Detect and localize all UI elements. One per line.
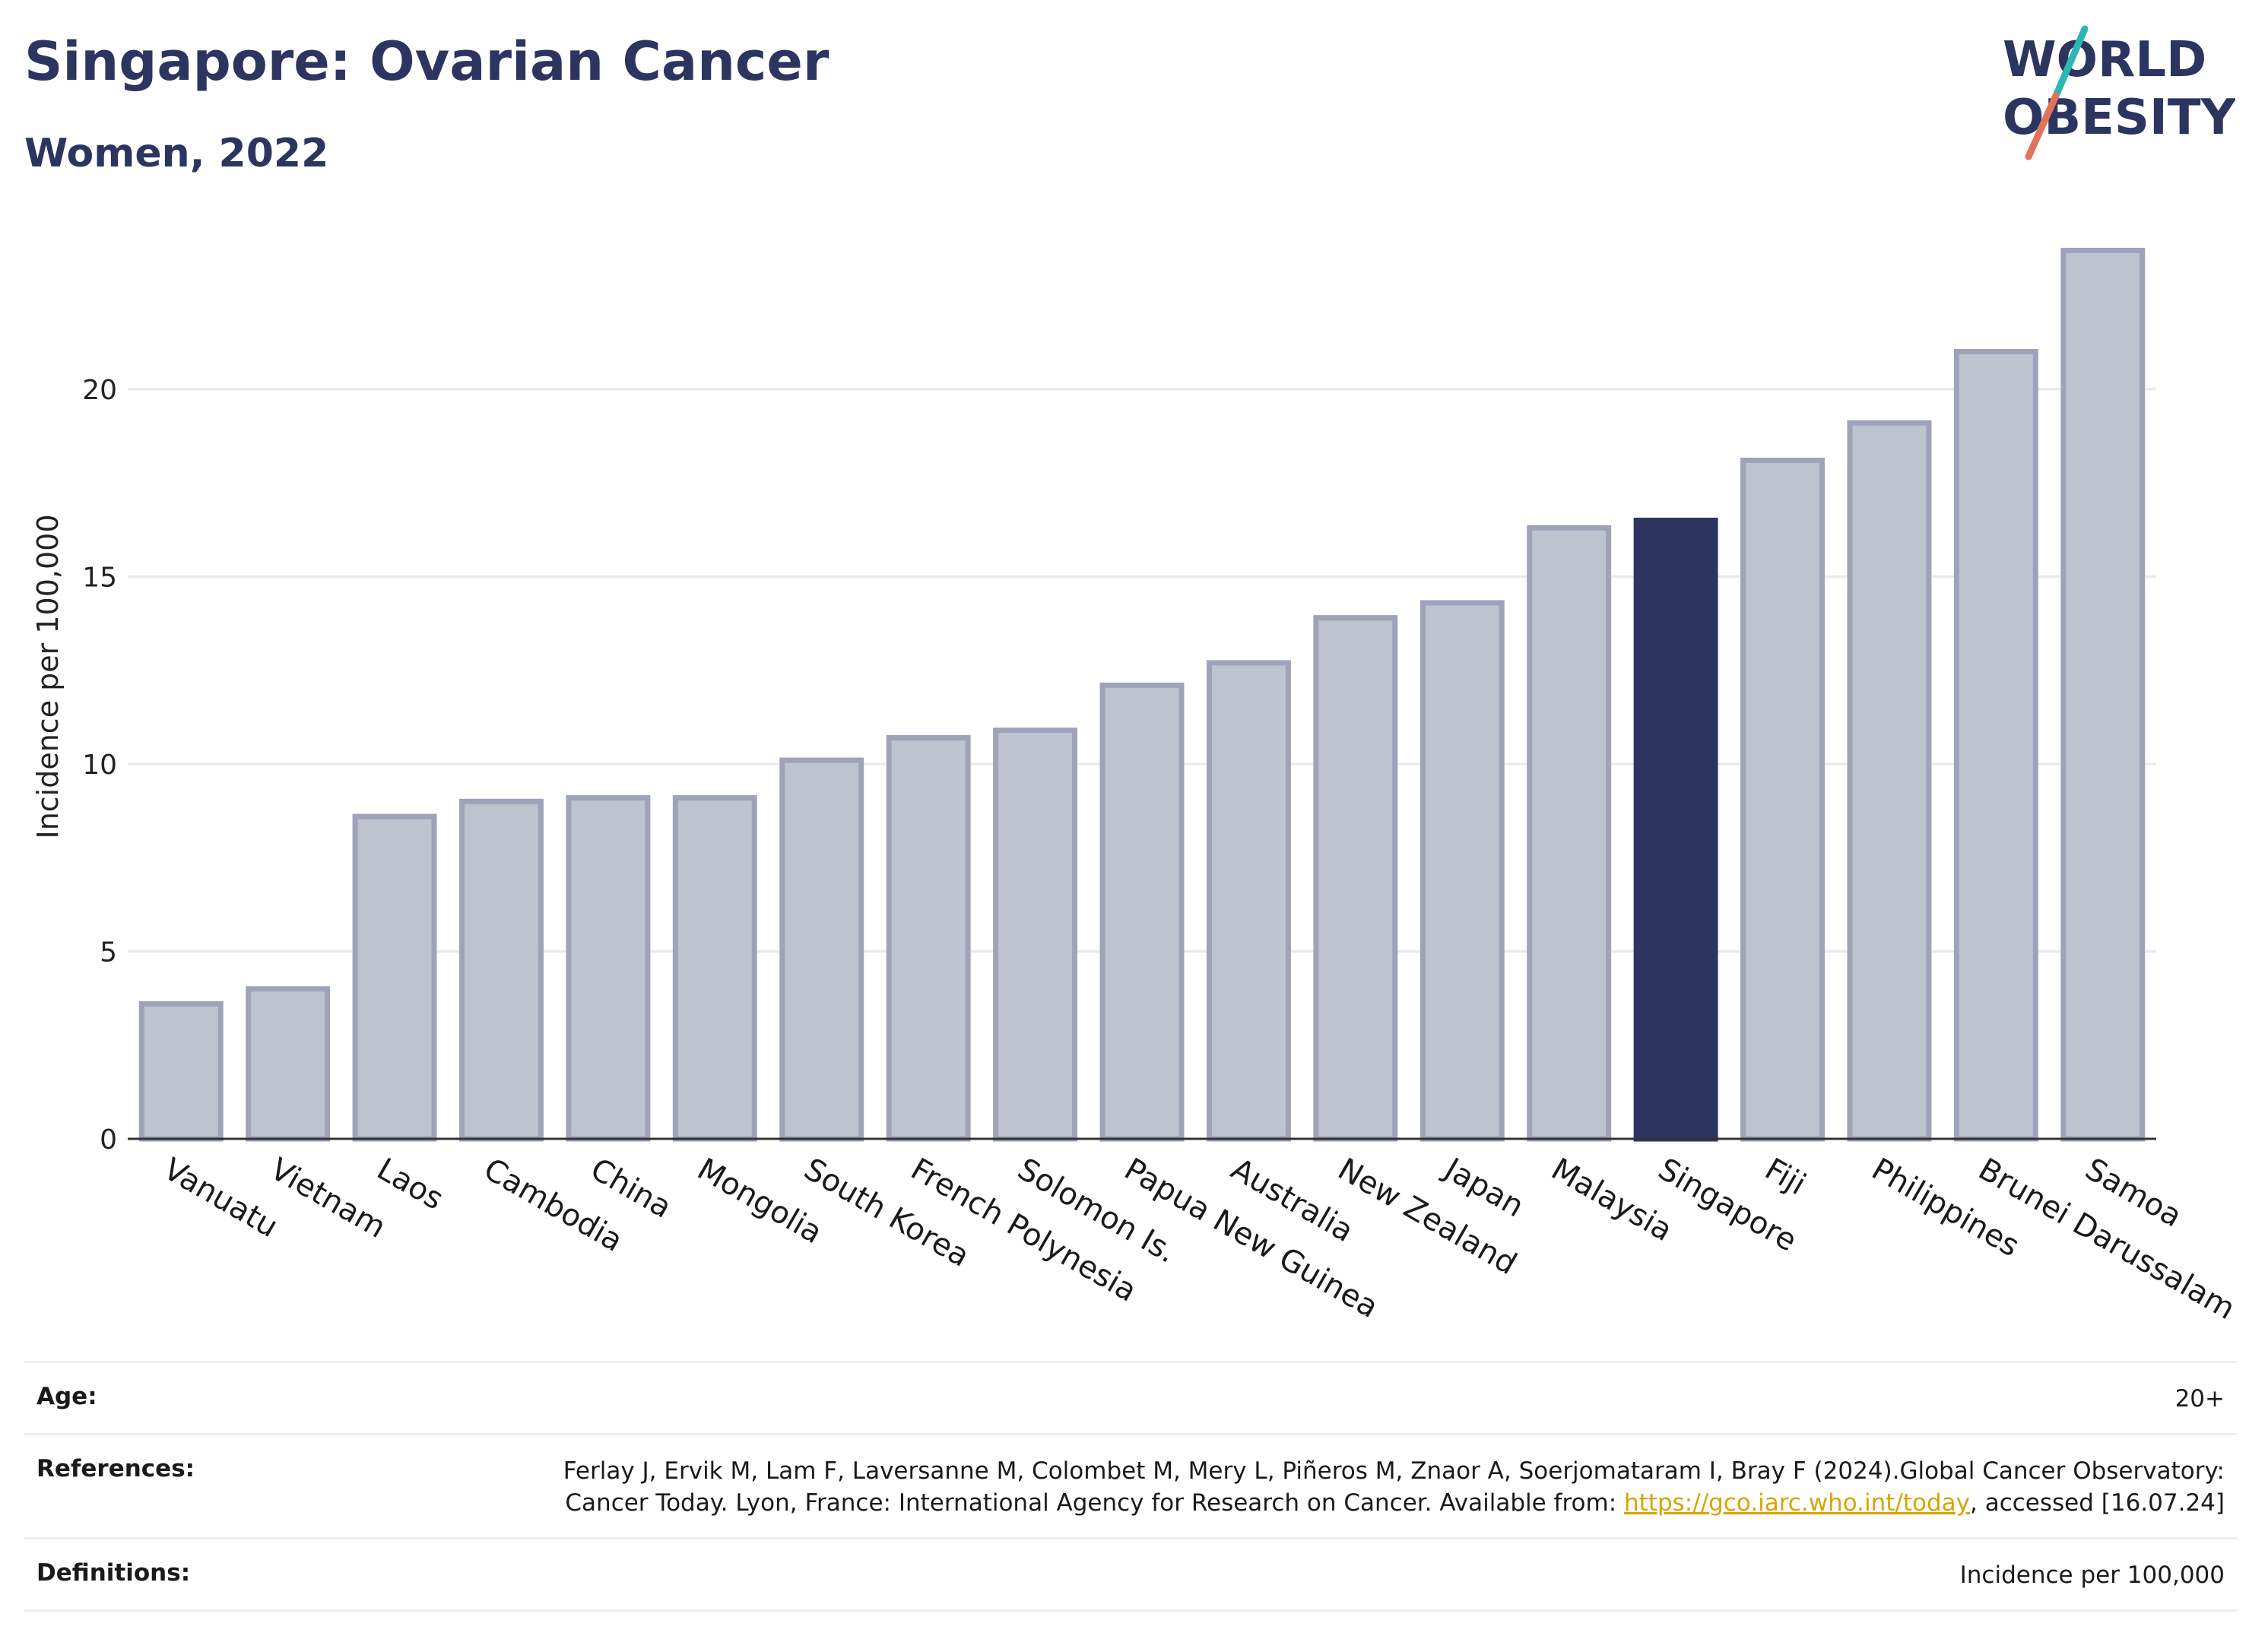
bar-french-polynesia <box>886 734 971 1142</box>
y-tick-label: 0 <box>100 1124 117 1156</box>
bar-china <box>566 794 651 1142</box>
y-axis-ticks: 0 5 10 15 20 <box>82 375 117 1156</box>
references-link[interactable]: https://gco.iarc.who.int/today <box>1624 1489 1970 1517</box>
x-tick-label: Laos <box>371 1152 449 1217</box>
x-tick-label: New Zealand <box>1332 1152 1523 1282</box>
bar-solomon-is <box>993 728 1078 1142</box>
definitions-label: Definitions: <box>36 1559 191 1587</box>
y-tick-label: 5 <box>100 937 117 968</box>
bar-philippines <box>1847 420 1932 1142</box>
bar-australia <box>1206 660 1291 1142</box>
x-tick-label: Malaysia <box>1546 1152 1678 1248</box>
x-tick-label: Vietnam <box>265 1152 392 1245</box>
x-tick-label: Fiji <box>1759 1152 1812 1203</box>
bar-samoa <box>2060 247 2146 1142</box>
y-axis-label: Incidence per 100,000 <box>31 514 65 839</box>
references-label: References: <box>36 1455 195 1482</box>
bar-japan <box>1420 600 1505 1142</box>
bar-malaysia <box>1527 525 1612 1142</box>
logo-text-obesity: OBESITY <box>2003 90 2235 146</box>
bars <box>138 247 2146 1142</box>
references-text: Ferlay J, Ervik M, Lam F, Laversanne M, … <box>563 1457 2225 1517</box>
age-label: Age: <box>36 1383 97 1410</box>
bar-south-korea <box>779 757 864 1142</box>
references-tail: , accessed [16.07.24] <box>1969 1489 2225 1517</box>
references-value: Ferlay J, Ervik M, Lam F, Laversanne M, … <box>476 1455 2225 1519</box>
bar-vietnam <box>246 986 331 1142</box>
bar-singapore <box>1633 517 1718 1142</box>
definitions-value: Incidence per 100,000 <box>1959 1562 2225 1589</box>
footer-table: Age: 20+ References: Ferlay J, Ervik M, … <box>24 1361 2237 1612</box>
y-tick-label: 10 <box>82 750 117 781</box>
age-value: 20+ <box>2174 1385 2225 1413</box>
footer-row-age: Age: 20+ <box>24 1361 2237 1433</box>
x-tick-label: Vanuatu <box>157 1152 284 1245</box>
logo-text-world: WORLD <box>2003 32 2206 88</box>
y-tick-label: 20 <box>82 375 117 406</box>
bar-fiji <box>1740 458 1825 1142</box>
logo-slash-teal <box>2052 25 2089 100</box>
world-obesity-logo: WORLD OBESITY <box>2003 25 2235 160</box>
bar-papua-new-guinea <box>1099 682 1185 1142</box>
bar-cambodia <box>459 798 544 1142</box>
bar-brunei-darussalam <box>1953 349 2038 1142</box>
bar-laos <box>352 813 437 1142</box>
footer-row-definitions: Definitions: Incidence per 100,000 <box>24 1537 2237 1612</box>
footer-row-references: References: Ferlay J, Ervik M, Lam F, La… <box>24 1433 2237 1537</box>
chart-title: Singapore: Ovarian Cancer <box>24 30 829 93</box>
logo-slash-coral <box>2025 92 2060 160</box>
y-tick-label: 15 <box>82 562 117 593</box>
chart-subtitle: Women, 2022 <box>24 131 329 176</box>
bar-mongolia <box>672 794 757 1142</box>
bar-vanuatu <box>138 1000 224 1142</box>
bar-new-zealand <box>1313 615 1398 1142</box>
